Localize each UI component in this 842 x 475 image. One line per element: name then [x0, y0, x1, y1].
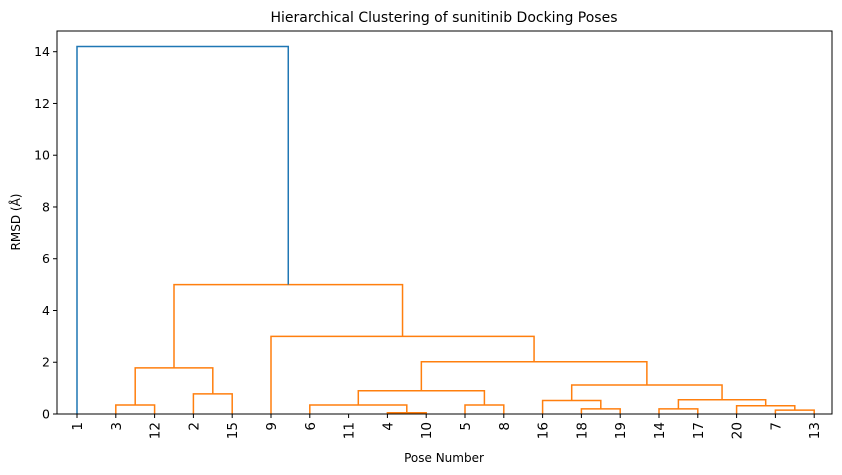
y-tick-label: 4 [42, 303, 50, 318]
x-tick-label: 4 [380, 422, 396, 431]
chart-title: Hierarchical Clustering of sunitinib Doc… [271, 10, 618, 26]
x-tick-label: 6 [303, 422, 319, 431]
dendrogram-link-12 [570, 384, 723, 401]
dendrogram-link-14 [270, 335, 535, 414]
dendrogram-link-5 [357, 389, 486, 405]
dendrogram-link-3 [309, 404, 408, 414]
dendrogram-link-0 [115, 404, 156, 414]
y-tick-label: 10 [34, 148, 50, 163]
x-axis: 1 3 12 2 15 9 6 11 4 10 5 8 16 18 19 14 17 20 7 13 [70, 414, 823, 439]
x-tick-label: 13 [807, 422, 823, 439]
x-tick-label: 12 [148, 422, 164, 439]
x-tick-label: 17 [691, 422, 707, 439]
x-tick-label: 9 [264, 422, 280, 431]
y-tick-label: 6 [42, 251, 50, 266]
x-tick-label: 1 [70, 422, 86, 431]
y-tick-label: 12 [34, 96, 50, 111]
dendrogram-link-11 [677, 399, 767, 409]
dendrogram-link-7 [541, 399, 602, 414]
dendrogram-link-6 [580, 408, 621, 414]
dendrogram-link-16 [173, 283, 404, 368]
dendrogram-link-10 [735, 404, 796, 414]
dendrogram-link-9 [774, 409, 815, 414]
plot-frame [56, 30, 833, 415]
dendrogram-link-1 [192, 393, 233, 414]
x-axis-label: Pose Number [404, 451, 484, 465]
dendrogram-link-13 [420, 360, 648, 391]
y-axis: 0 2 4 6 8 10 12 14 [34, 44, 57, 422]
x-tick-label: 10 [419, 422, 435, 439]
dendrogram-link-15 [134, 367, 214, 405]
x-tick-label: 11 [342, 422, 358, 439]
x-tick-label: 5 [458, 422, 474, 431]
x-tick-label: 15 [225, 422, 241, 439]
x-tick-label: 7 [768, 422, 784, 431]
y-tick-label: 14 [34, 44, 50, 59]
dendrogram-link-8 [658, 408, 699, 414]
x-tick-label: 16 [536, 422, 552, 439]
x-tick-label: 14 [652, 422, 668, 439]
y-tick-label: 0 [42, 407, 50, 422]
dendrogram-link-4 [464, 404, 505, 414]
x-tick-label: 18 [574, 422, 590, 439]
x-tick-label: 20 [730, 422, 746, 439]
x-tick-label: 3 [109, 422, 125, 431]
y-tick-label: 8 [42, 199, 50, 214]
y-axis-label: RMSD (Å) [8, 194, 23, 251]
x-tick-label: 19 [613, 422, 629, 439]
x-tick-label: 2 [186, 422, 202, 431]
dendrogram-links [76, 45, 815, 414]
y-tick-label: 2 [42, 355, 50, 370]
x-tick-label: 8 [497, 422, 513, 431]
dendrogram-link-17 [76, 45, 290, 414]
